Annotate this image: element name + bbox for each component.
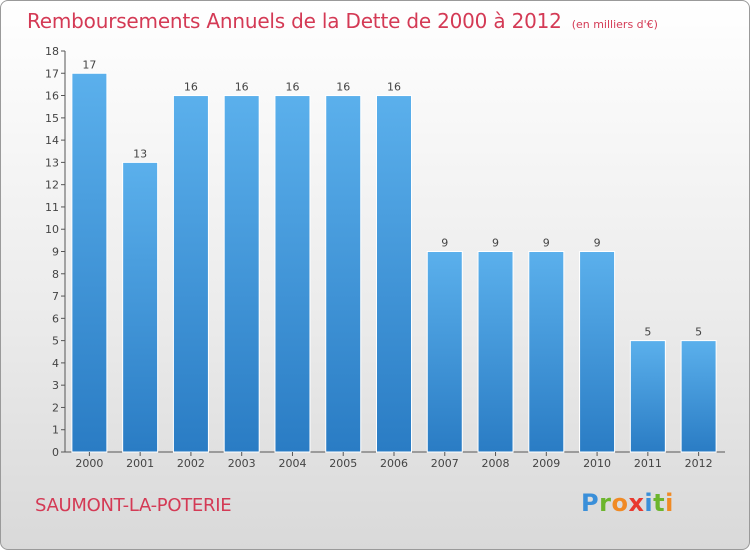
bar bbox=[528, 251, 565, 453]
proxiti-logo: Proxiti bbox=[581, 489, 674, 517]
x-tick-label: 2012 bbox=[685, 457, 713, 470]
y-tick-label: 8 bbox=[52, 268, 59, 281]
bars: 17 13 16 16 16 16 16 9 9 9 9 5 5 bbox=[71, 58, 717, 453]
y-tick-label: 7 bbox=[52, 290, 59, 303]
commune-name: SAUMONT-LA-POTERIE bbox=[35, 495, 232, 516]
x-tick-label: 2006 bbox=[380, 457, 408, 470]
x-tick-label: 2002 bbox=[177, 457, 205, 470]
bar bbox=[579, 251, 616, 453]
title-row: Remboursements Annuels de la Dette de 20… bbox=[27, 9, 658, 33]
bar bbox=[172, 95, 209, 453]
bar bbox=[122, 161, 159, 453]
y-tick-label: 13 bbox=[45, 156, 59, 169]
y-tick-label: 6 bbox=[52, 312, 59, 325]
logo-letter: P bbox=[581, 489, 600, 517]
bar-value-label: 16 bbox=[387, 81, 401, 94]
bar-value-label: 9 bbox=[543, 237, 550, 250]
bar bbox=[376, 95, 412, 453]
y-tick-label: 9 bbox=[52, 246, 59, 259]
y-tick-label: 15 bbox=[45, 112, 59, 125]
bar bbox=[325, 95, 362, 453]
bar bbox=[71, 72, 108, 453]
y-tick-label: 0 bbox=[52, 446, 59, 459]
y-tick-label: 10 bbox=[45, 223, 59, 236]
y-tick-label: 17 bbox=[45, 67, 59, 80]
bar-value-label: 9 bbox=[594, 237, 601, 250]
logo-letter: r bbox=[599, 489, 612, 517]
bar-value-label: 16 bbox=[285, 81, 299, 94]
bar bbox=[274, 95, 311, 453]
bar-value-label: 16 bbox=[235, 81, 249, 94]
logo-letter: x bbox=[628, 489, 645, 517]
bar bbox=[477, 251, 514, 453]
logo-letter: t bbox=[653, 489, 666, 517]
y-tick-label: 12 bbox=[45, 179, 59, 192]
logo-letter: o bbox=[611, 489, 629, 517]
x-tick-label: 2010 bbox=[583, 457, 611, 470]
x-tick-label: 2011 bbox=[634, 457, 662, 470]
chart-unit: (en milliers d'€) bbox=[571, 18, 658, 31]
x-tick-label: 2008 bbox=[482, 457, 510, 470]
bar bbox=[426, 251, 463, 453]
y-tick-label: 14 bbox=[45, 134, 59, 147]
bar-value-label: 5 bbox=[695, 326, 702, 339]
bar-value-label: 9 bbox=[441, 237, 448, 250]
x-tick-label: 2003 bbox=[228, 457, 256, 470]
y-tick-label: 18 bbox=[45, 45, 59, 58]
y-tick-label: 4 bbox=[52, 357, 59, 370]
x-tick-label: 2009 bbox=[532, 457, 560, 470]
bar bbox=[629, 340, 666, 453]
bar-value-label: 17 bbox=[82, 58, 96, 71]
bar bbox=[223, 95, 260, 453]
bar bbox=[680, 340, 717, 453]
logo-letter: i bbox=[644, 489, 654, 517]
x-tick-label: 2004 bbox=[278, 457, 306, 470]
y-tick-label: 3 bbox=[52, 379, 59, 392]
bar-value-label: 16 bbox=[336, 81, 350, 94]
y-tick-label: 1 bbox=[52, 424, 59, 437]
y-tick-label: 11 bbox=[45, 201, 59, 214]
y-tick-label: 5 bbox=[52, 335, 59, 348]
bar-value-label: 13 bbox=[133, 147, 147, 160]
y-tick-label: 16 bbox=[45, 90, 59, 103]
bar-value-label: 16 bbox=[184, 81, 198, 94]
x-tick-label: 2000 bbox=[75, 457, 103, 470]
y-tick-label: 2 bbox=[52, 401, 59, 414]
logo-letter: i bbox=[665, 489, 674, 517]
bar-value-label: 5 bbox=[644, 326, 651, 339]
x-tick-label: 2005 bbox=[329, 457, 357, 470]
chart-title: Remboursements Annuels de la Dette de 20… bbox=[27, 9, 562, 33]
x-ticks: 2000 2001 2002 2003 2004 2005 2006 2007 2008 2009… bbox=[75, 452, 713, 470]
x-tick-label: 2007 bbox=[431, 457, 459, 470]
x-tick-label: 2001 bbox=[126, 457, 154, 470]
bar-value-label: 9 bbox=[492, 237, 499, 250]
